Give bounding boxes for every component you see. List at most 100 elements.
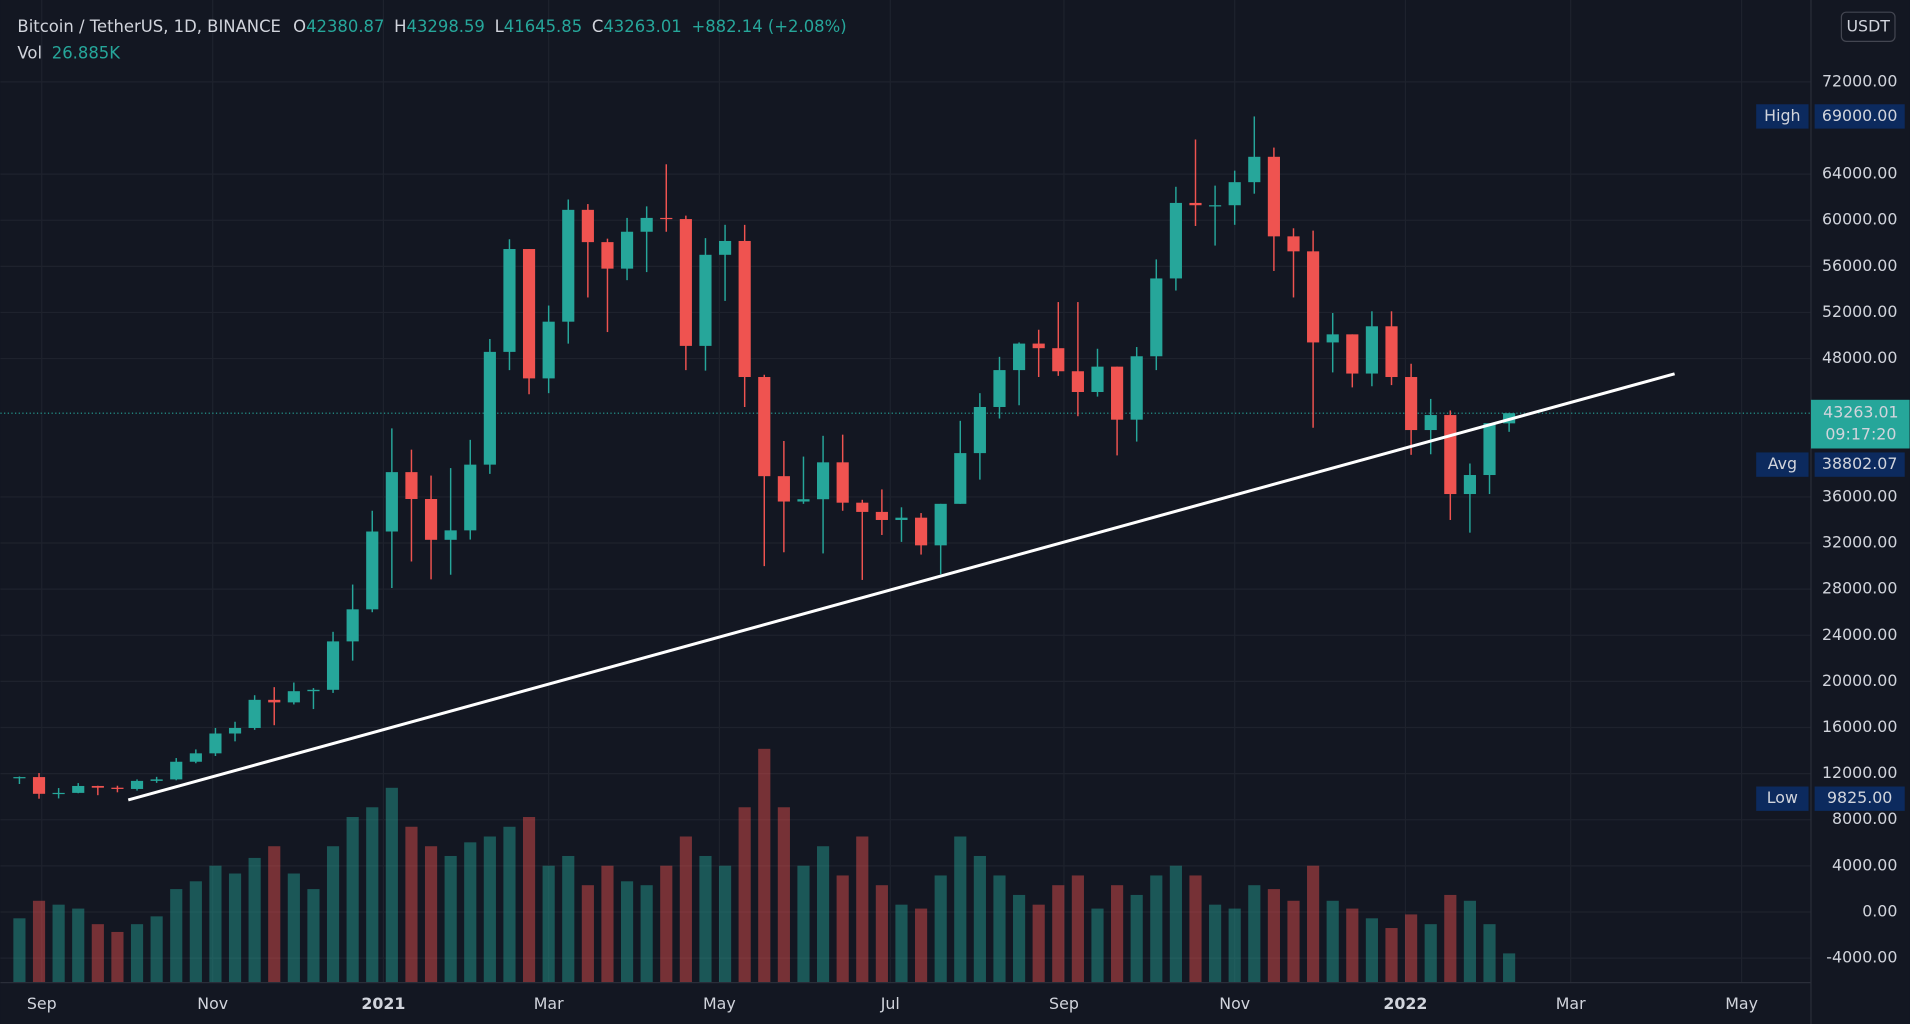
marker-box xyxy=(1756,452,1809,477)
volume-bar xyxy=(444,855,457,983)
candle-body xyxy=(1307,251,1320,343)
volume-bar xyxy=(620,881,634,983)
candle-body xyxy=(993,370,1006,407)
volume-bar xyxy=(52,904,65,983)
volume-bar xyxy=(1307,865,1320,983)
volume-bar xyxy=(32,900,46,983)
volume-bar xyxy=(679,836,692,983)
volume-bar xyxy=(170,889,183,983)
volume-bar xyxy=(326,846,340,983)
candle-body xyxy=(542,321,555,379)
volume-bar xyxy=(875,885,888,983)
y-tick-label: 28000.00 xyxy=(1822,579,1897,598)
volume-bar xyxy=(1287,900,1300,983)
candle-body xyxy=(385,472,398,532)
volume-bar xyxy=(954,836,967,983)
candle-body xyxy=(366,531,379,610)
marker-label: Avg xyxy=(1768,454,1797,473)
x-tick-label: Sep xyxy=(27,994,57,1013)
volume-bar xyxy=(660,865,673,983)
volume-bar xyxy=(209,865,222,983)
candle-body xyxy=(307,689,320,692)
candle-body xyxy=(660,217,673,220)
candle-body xyxy=(581,209,594,243)
candle-body xyxy=(679,219,692,346)
candle-body xyxy=(503,249,516,352)
y-tick-label: 8000.00 xyxy=(1832,809,1897,828)
x-tick-label: Nov xyxy=(197,994,228,1013)
volume-bar xyxy=(758,748,771,983)
x-tick-label: Mar xyxy=(1556,994,1586,1013)
candle-body xyxy=(150,779,163,781)
candle-body xyxy=(1111,366,1124,420)
ohlc-value: 43298.59 xyxy=(407,16,485,35)
volume-bar xyxy=(1091,908,1104,983)
volume-bar xyxy=(934,875,947,983)
marker-box xyxy=(1756,104,1809,129)
candle-body xyxy=(424,498,438,540)
y-tick-label: 0.00 xyxy=(1862,901,1897,920)
current-price-box xyxy=(1810,399,1910,449)
candle-body xyxy=(954,453,967,504)
volume-bar xyxy=(542,865,555,983)
x-tick-label: 2021 xyxy=(361,994,405,1013)
y-tick-label: 64000.00 xyxy=(1822,164,1897,183)
volume-bar xyxy=(1503,953,1516,983)
volume-bar xyxy=(424,846,438,983)
volume-bar xyxy=(1111,885,1124,983)
x-tick-label: 2022 xyxy=(1383,994,1427,1013)
ohlc-key: O xyxy=(293,16,306,35)
trend-line[interactable] xyxy=(127,372,1676,802)
axis-layer: -4000.00 0.00 4000.00 8000.00 12000.00 16000.… xyxy=(27,71,1910,1013)
candle-body xyxy=(973,406,986,454)
currency-button[interactable] xyxy=(1840,11,1896,43)
ohlc-value: 43263.01 xyxy=(603,16,681,35)
candle-body xyxy=(875,511,888,520)
volume-bar xyxy=(1385,928,1398,983)
currency[interactable]: USDT xyxy=(1846,16,1890,35)
y-tick-label: 36000.00 xyxy=(1822,486,1897,505)
candle-body xyxy=(91,785,104,788)
volume-bar xyxy=(1150,875,1163,983)
volume-bar xyxy=(1052,885,1065,983)
candle-body xyxy=(620,231,634,269)
candle-body xyxy=(1013,343,1026,371)
x-tick-label: Jul xyxy=(880,994,900,1013)
symbol-title: Bitcoin / TetherUS, 1D, BINANCE xyxy=(17,16,281,35)
candle-body xyxy=(1346,334,1359,374)
volume-bar xyxy=(366,807,379,983)
volume-bar xyxy=(797,865,810,983)
volume-bar xyxy=(72,908,85,983)
candle-body xyxy=(1209,205,1222,207)
volume-bar xyxy=(1013,894,1026,983)
candle-body xyxy=(444,530,457,540)
candle-body xyxy=(777,476,790,502)
volume-bar xyxy=(1267,889,1280,983)
volume-bar xyxy=(562,855,575,983)
x-tick-label: May xyxy=(703,994,736,1013)
candle-body xyxy=(72,785,85,793)
volume-bar xyxy=(1248,885,1261,983)
volume-bar xyxy=(464,842,477,983)
volume-bar xyxy=(1326,900,1339,983)
candle-body xyxy=(640,217,653,232)
change: +882.14 (+2.08%) xyxy=(691,16,846,35)
x-tick-label: May xyxy=(1725,994,1758,1013)
candle-body xyxy=(856,502,869,512)
candle-body xyxy=(816,462,830,500)
volume-bar xyxy=(346,817,359,983)
volume-bar xyxy=(13,918,26,983)
volume-bar xyxy=(1444,894,1457,983)
candle-body xyxy=(32,777,46,794)
volume-bar xyxy=(816,846,830,983)
marker-label: High xyxy=(1764,106,1800,125)
candle-body xyxy=(738,240,751,378)
volume-bar xyxy=(738,807,751,983)
countdown: 09:17:20 xyxy=(1825,425,1896,444)
volume-bar xyxy=(405,826,418,983)
volume-bar xyxy=(248,857,261,983)
y-tick-label: 20000.00 xyxy=(1822,671,1897,690)
ohlc-value: 42380.87 xyxy=(306,16,384,35)
